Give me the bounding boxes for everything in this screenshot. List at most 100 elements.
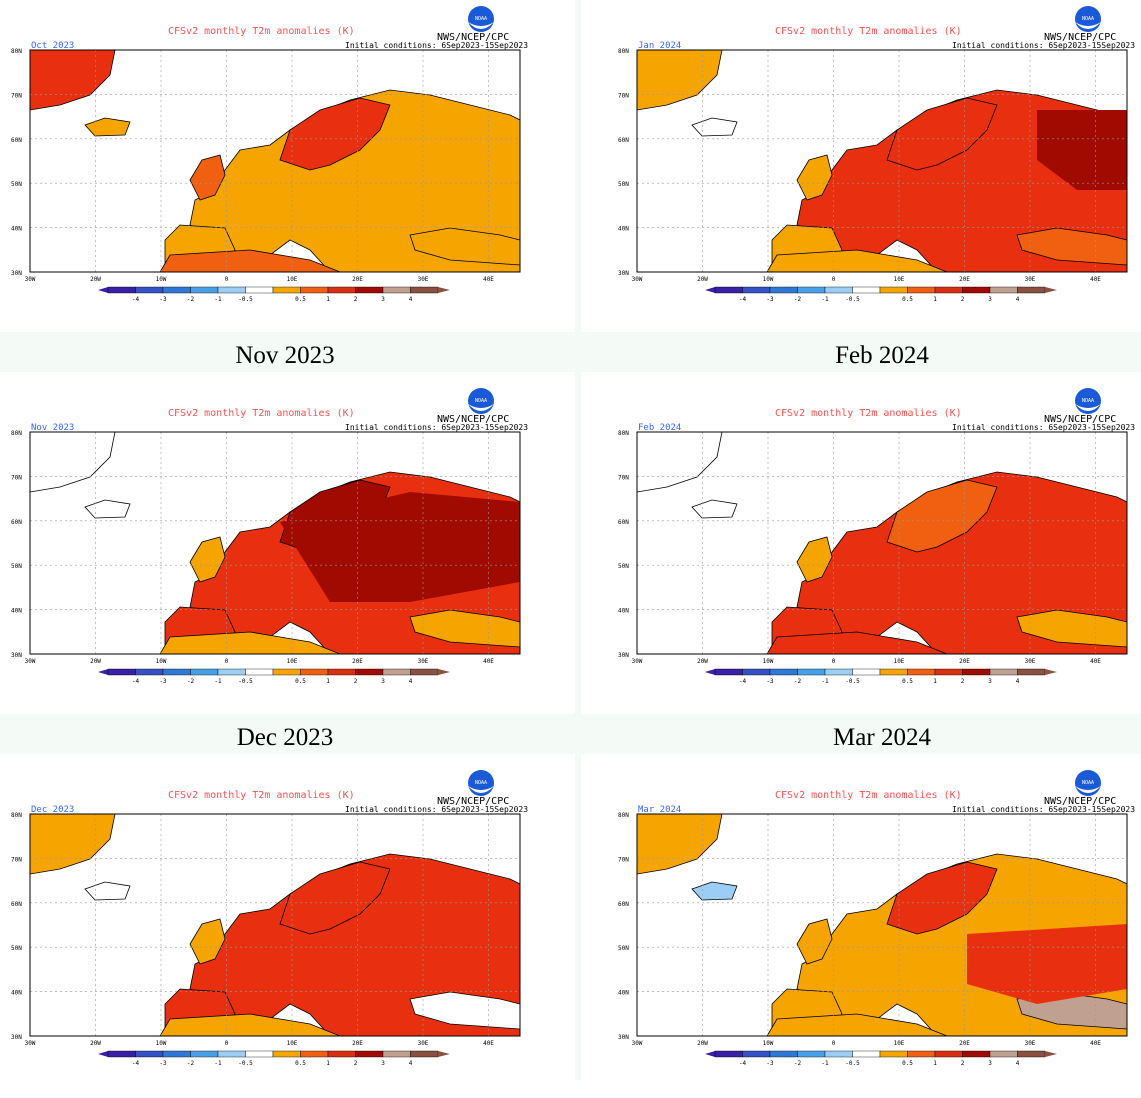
colorbar-label: 2	[354, 296, 358, 303]
lon-label: 0	[225, 1040, 229, 1047]
noaa-logo: NOAA	[1075, 388, 1101, 414]
lat-label: 60N	[11, 137, 22, 144]
colorbar-swatch	[135, 286, 164, 294]
initial-conditions: Initial conditions: 6Sep2023-15Sep2023	[345, 41, 528, 50]
colorbar-label: -3	[159, 1060, 167, 1067]
map-panel-3: CFSv2 monthly T2m anomalies (K) NWS/NCEP/…	[0, 382, 570, 712]
svg-text:NOAA: NOAA	[1082, 780, 1094, 786]
colorbar-label: 3	[988, 296, 992, 303]
colorbar-swatch	[272, 1050, 301, 1058]
region-iceland	[691, 117, 738, 137]
colorbar-swatch	[714, 1050, 743, 1058]
colorbar-label: 2	[961, 296, 965, 303]
colorbar-swatch	[217, 286, 246, 294]
lat-label: 50N	[618, 181, 629, 188]
colorbar-label: -3	[159, 678, 167, 685]
svg-text:NOAA: NOAA	[475, 780, 487, 786]
colorbar-swatch	[989, 286, 1018, 294]
colorbar-swatch	[382, 668, 411, 676]
lon-label: 20E	[352, 658, 363, 665]
region-britain	[189, 536, 226, 583]
lon-label: 10W	[763, 1040, 774, 1047]
map-svg: CFSv2 monthly T2m anomalies (K) NWS/NCEP/…	[11, 388, 528, 685]
lat-label: 30N	[11, 652, 22, 659]
colorbar-label: -1	[214, 1060, 222, 1067]
colorbar-label: 0.5	[902, 296, 913, 303]
lat-label: 70N	[11, 474, 22, 481]
colorbar-swatch	[714, 286, 743, 294]
colorbar-swatch	[989, 1050, 1018, 1058]
lon-label: 30W	[632, 658, 643, 665]
map-plot	[29, 49, 521, 273]
region-greenland	[30, 50, 116, 111]
colorbar-swatch	[797, 286, 826, 294]
colorbar-swatch	[272, 286, 301, 294]
month-label: Oct 2023	[31, 41, 74, 51]
colorbar-label: 1	[326, 678, 330, 685]
month-label: Nov 2023	[31, 423, 74, 433]
map-svg: CFSv2 monthly T2m anomalies (K) NWS/NCEP/…	[11, 770, 528, 1067]
colorbar-swatch	[769, 1050, 798, 1058]
region-britain	[189, 154, 226, 201]
colorbar: -4 -3 -2 -1 -0.5 0.5 1 2 3 4	[98, 668, 450, 685]
noaa-logo: NOAA	[468, 6, 494, 32]
colorbar-swatch	[1017, 1050, 1046, 1058]
map-title: CFSv2 monthly T2m anomalies (K)	[168, 26, 355, 37]
map-panel-2: CFSv2 monthly T2m anomalies (K) NWS/NCEP/…	[607, 0, 1141, 330]
lat-label: 50N	[11, 945, 22, 952]
lat-label: 80N	[11, 430, 22, 437]
colorbar-swatch	[907, 668, 936, 676]
colorbar-swatch	[907, 1050, 936, 1058]
lon-label: 30W	[632, 276, 643, 283]
svg-text:NOAA: NOAA	[1082, 16, 1094, 22]
colorbar-swatch	[190, 286, 219, 294]
lon-label: 10E	[287, 658, 298, 665]
region-turkey	[409, 609, 520, 648]
colorbar-label: -0.5	[845, 296, 860, 303]
lon-label: 30W	[632, 1040, 643, 1047]
lat-label: 40N	[11, 990, 22, 997]
lon-label: 10E	[894, 1040, 905, 1047]
lat-label: 40N	[618, 990, 629, 997]
region-africa	[159, 1013, 341, 1036]
region-iceland	[691, 881, 738, 901]
colorbar-label: -4	[132, 1060, 140, 1067]
colorbar-swatch	[824, 1050, 853, 1058]
initial-conditions: Initial conditions: 6Sep2023-15Sep2023	[345, 805, 528, 814]
lon-label: 10W	[156, 276, 167, 283]
lon-label: 30W	[25, 658, 36, 665]
colorbar-swatch	[107, 1050, 136, 1058]
initial-conditions: Initial conditions: 6Sep2023-15Sep2023	[952, 423, 1135, 432]
lon-label: 30E	[418, 276, 429, 283]
colorbar-swatch	[245, 1050, 274, 1058]
colorbar-swatch	[162, 668, 191, 676]
colorbar-label: -1	[214, 296, 222, 303]
colorbar-label: -0.5	[238, 678, 253, 685]
region-greenland	[30, 432, 116, 493]
colorbar-label: 2	[354, 1060, 358, 1067]
region-britain	[796, 154, 833, 201]
agency-label: NWS/NCEP/CPC	[437, 32, 509, 43]
noaa-logo: NOAA	[468, 388, 494, 414]
lon-label: 20E	[959, 1040, 970, 1047]
colorbar-label: 4	[1016, 1060, 1020, 1067]
map-plot	[29, 431, 521, 655]
colorbar-swatch	[107, 286, 136, 294]
colorbar-swatch	[742, 668, 771, 676]
colorbar-swatch	[327, 1050, 356, 1058]
agency-label: NWS/NCEP/CPC	[1044, 32, 1116, 43]
colorbar: -4 -3 -2 -1 -0.5 0.5 1 2 3 4	[98, 1050, 450, 1067]
colorbar-swatch	[355, 286, 384, 294]
region-turkey	[1016, 227, 1127, 266]
agency-label: NWS/NCEP/CPC	[437, 796, 509, 807]
colorbar-swatch	[300, 668, 329, 676]
lon-label: 20E	[352, 1040, 363, 1047]
lat-label: 60N	[11, 901, 22, 908]
colorbar-swatch	[410, 1050, 439, 1058]
caption-band-2	[0, 714, 1141, 754]
region-iceland	[691, 499, 738, 519]
colorbar-label: -0.5	[238, 1060, 253, 1067]
lat-label: 70N	[618, 474, 629, 481]
colorbar: -4 -3 -2 -1 -0.5 0.5 1 2 3 4	[705, 668, 1057, 685]
lon-label: 10W	[763, 658, 774, 665]
